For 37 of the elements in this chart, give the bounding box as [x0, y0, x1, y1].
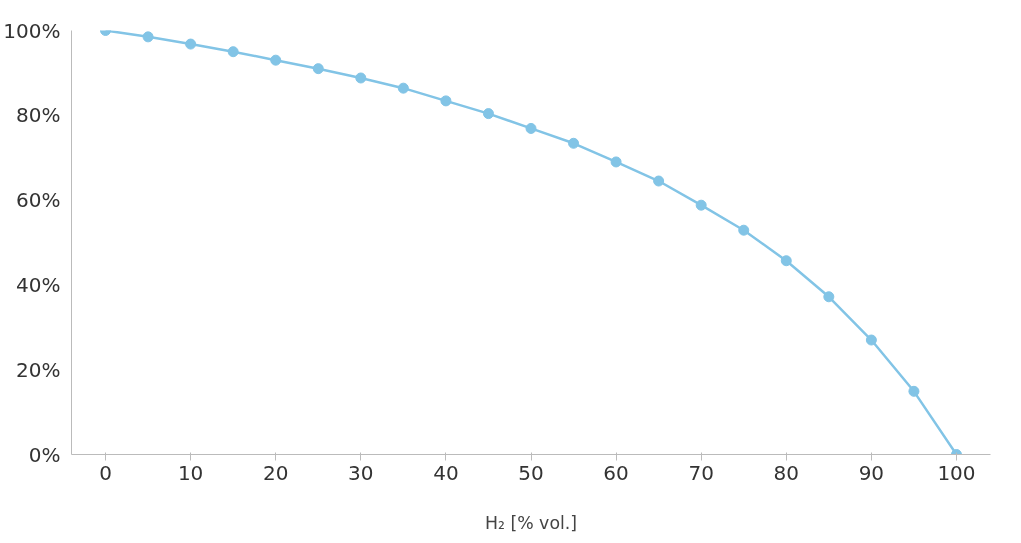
y-tick-label: 20% [16, 357, 61, 382]
point [695, 199, 707, 211]
x-tick-label: 80 [773, 460, 800, 485]
point [738, 224, 750, 236]
point [780, 255, 792, 267]
y-tick-label: 80% [16, 103, 61, 128]
point [440, 95, 452, 107]
y-tick-label: 60% [16, 188, 61, 213]
x-tick-label: 0 [99, 460, 112, 485]
x-tick-label: 100 [937, 460, 976, 485]
x-tick-label: 90 [858, 460, 885, 485]
point [568, 137, 580, 149]
x-tick-label: 50 [518, 460, 544, 485]
point [908, 385, 920, 397]
x-tick-label: 60 [603, 460, 629, 485]
y-tick-label: 0% [28, 442, 61, 467]
y-tick-label: 40% [16, 272, 61, 297]
point [397, 82, 409, 94]
x-tick-label: 20 [263, 460, 289, 485]
y-tick-label: 100% [3, 18, 61, 43]
point [355, 72, 367, 84]
point [312, 63, 324, 75]
point [525, 122, 537, 134]
point [142, 31, 154, 43]
point [865, 334, 877, 346]
point [185, 38, 197, 50]
point [227, 46, 239, 58]
point [610, 156, 622, 168]
x-tick-label: 10 [177, 460, 204, 485]
x-tick-label: 70 [688, 460, 714, 485]
point [482, 108, 494, 120]
x-tick-label: 30 [348, 460, 374, 485]
x-tick-label: 40 [433, 460, 459, 485]
point [653, 175, 665, 187]
point [270, 54, 282, 66]
x-axis-title: H₂ [% vol.] [484, 512, 578, 533]
point [823, 291, 835, 303]
